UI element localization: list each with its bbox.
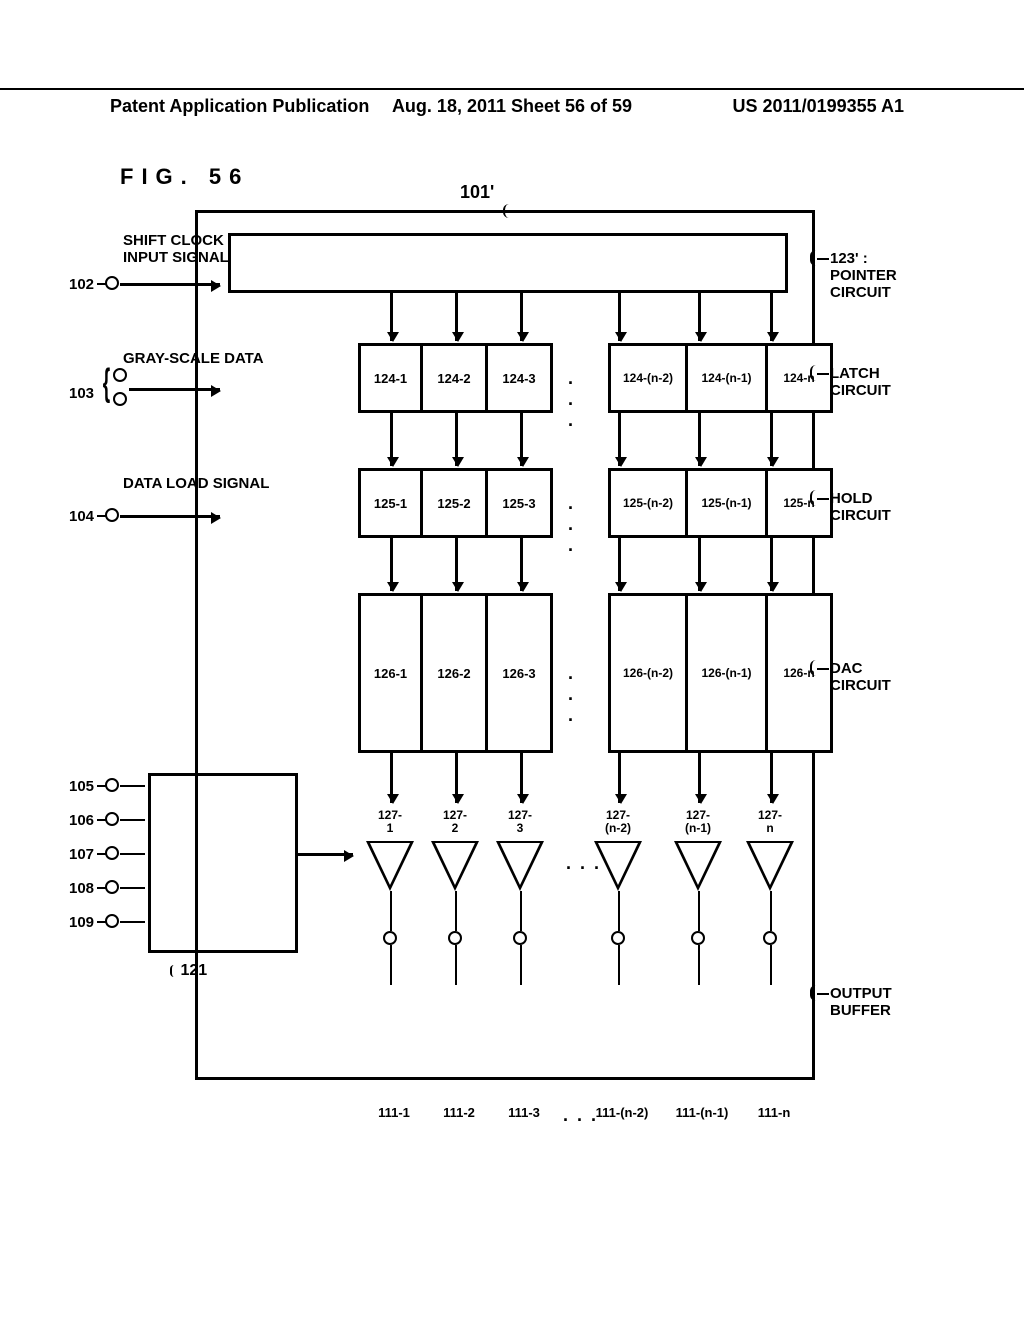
output-terminal-(n-1) bbox=[691, 931, 705, 945]
dots: . . . bbox=[568, 368, 575, 431]
buffer-label: OUTPUT BUFFER bbox=[830, 985, 915, 1019]
dots: . . . bbox=[568, 493, 575, 556]
output-terminal-(n-2) bbox=[611, 931, 625, 945]
cell-125-n: 125-n bbox=[768, 468, 833, 538]
input-104-label: DATA LOAD SIGNAL bbox=[123, 475, 269, 492]
input-109-terminal bbox=[105, 914, 119, 928]
input-103-brace: { bbox=[103, 362, 110, 405]
output-terminal-3 bbox=[513, 931, 527, 945]
output-label-2: 111-2 bbox=[424, 1105, 494, 1120]
input-106-terminal bbox=[105, 812, 119, 826]
input-102-terminal bbox=[105, 276, 119, 290]
cell-126-2: 126-2 bbox=[423, 593, 488, 753]
output-terminal-n bbox=[763, 931, 777, 945]
hold-label: HOLD CIRCUIT bbox=[830, 490, 915, 524]
output-label-1: 111-1 bbox=[359, 1105, 429, 1120]
cell-126-3: 126-3 bbox=[488, 593, 553, 753]
input-102-label: SHIFT CLOCK INPUT SIGNAL bbox=[123, 232, 229, 266]
input-103-terminal-a bbox=[113, 368, 127, 382]
input-107-terminal bbox=[105, 846, 119, 860]
input-103-arrow bbox=[129, 388, 220, 391]
header-center: Aug. 18, 2011 Sheet 56 of 59 bbox=[392, 96, 632, 117]
dac-label: DAC CIRCUIT bbox=[830, 660, 915, 694]
input-103-label: GRAY-SCALE DATA bbox=[123, 350, 264, 367]
cell-124-1: 124-1 bbox=[358, 343, 423, 413]
output-terminal-2 bbox=[448, 931, 462, 945]
input-109-line bbox=[120, 921, 145, 923]
output-label-(n-1): 111-(n-1) bbox=[667, 1105, 737, 1120]
input-107-num: 107 bbox=[69, 846, 94, 863]
cell-124-n: 124-n bbox=[768, 343, 833, 413]
cell-124-3: 124-3 bbox=[488, 343, 553, 413]
input-105-line bbox=[120, 785, 145, 787]
block-121 bbox=[148, 773, 298, 953]
input-104-terminal bbox=[105, 508, 119, 522]
main-ref-label: 101' bbox=[460, 182, 494, 203]
input-108-num: 108 bbox=[69, 880, 94, 897]
output-label-3: 111-3 bbox=[489, 1105, 559, 1120]
input-103-terminal-b bbox=[113, 392, 127, 406]
input-107-line bbox=[120, 853, 145, 855]
input-108-line bbox=[120, 887, 145, 889]
input-103-num: 103 bbox=[69, 385, 94, 402]
cell-125-1: 125-1 bbox=[358, 468, 423, 538]
input-105-terminal bbox=[105, 778, 119, 792]
pointer-label: 123' : POINTER CIRCUIT bbox=[830, 250, 915, 301]
cell-126-(n-1): 126-(n-1) bbox=[688, 593, 768, 753]
input-104-arrow bbox=[120, 515, 220, 518]
output-label-n: 111-n bbox=[739, 1105, 809, 1120]
cell-124-(n-1): 124-(n-1) bbox=[688, 343, 768, 413]
pointer-circuit-box bbox=[228, 233, 788, 293]
diagram: 101' 124-1124-2124-3. . .124-(n-2)124-(n… bbox=[115, 210, 915, 1130]
block121-label: 121 bbox=[170, 962, 207, 980]
pointer-leader-line bbox=[817, 258, 829, 260]
cell-124-2: 124-2 bbox=[423, 343, 488, 413]
cell-125-3: 125-3 bbox=[488, 468, 553, 538]
input-108-terminal bbox=[105, 880, 119, 894]
input-104-num: 104 bbox=[69, 508, 94, 525]
latch-label: LATCH CIRCUIT bbox=[830, 365, 915, 399]
cell-125-(n-2): 125-(n-2) bbox=[608, 468, 688, 538]
header-left: Patent Application Publication bbox=[110, 96, 369, 117]
cell-126-1: 126-1 bbox=[358, 593, 423, 753]
input-102-num: 102 bbox=[69, 276, 94, 293]
input-106-line bbox=[120, 819, 145, 821]
dots: . . . bbox=[568, 663, 575, 726]
block121-to-dac-arrow bbox=[298, 853, 353, 856]
output-terminal-1 bbox=[383, 931, 397, 945]
input-106-num: 106 bbox=[69, 812, 94, 829]
cell-126-n: 126-n bbox=[768, 593, 833, 753]
outer-box: 124-1124-2124-3. . .124-(n-2)124-(n-1)12… bbox=[195, 210, 815, 1080]
cell-124-(n-2): 124-(n-2) bbox=[608, 343, 688, 413]
cell-125-2: 125-2 bbox=[423, 468, 488, 538]
input-102-arrow bbox=[120, 283, 220, 286]
figure-label: FIG. 56 bbox=[120, 164, 249, 190]
input-109-num: 109 bbox=[69, 914, 94, 931]
input-105-num: 105 bbox=[69, 778, 94, 795]
page-header: Patent Application Publication Aug. 18, … bbox=[0, 88, 1024, 117]
header-right: US 2011/0199355 A1 bbox=[733, 96, 904, 117]
cell-125-(n-1): 125-(n-1) bbox=[688, 468, 768, 538]
cell-126-(n-2): 126-(n-2) bbox=[608, 593, 688, 753]
